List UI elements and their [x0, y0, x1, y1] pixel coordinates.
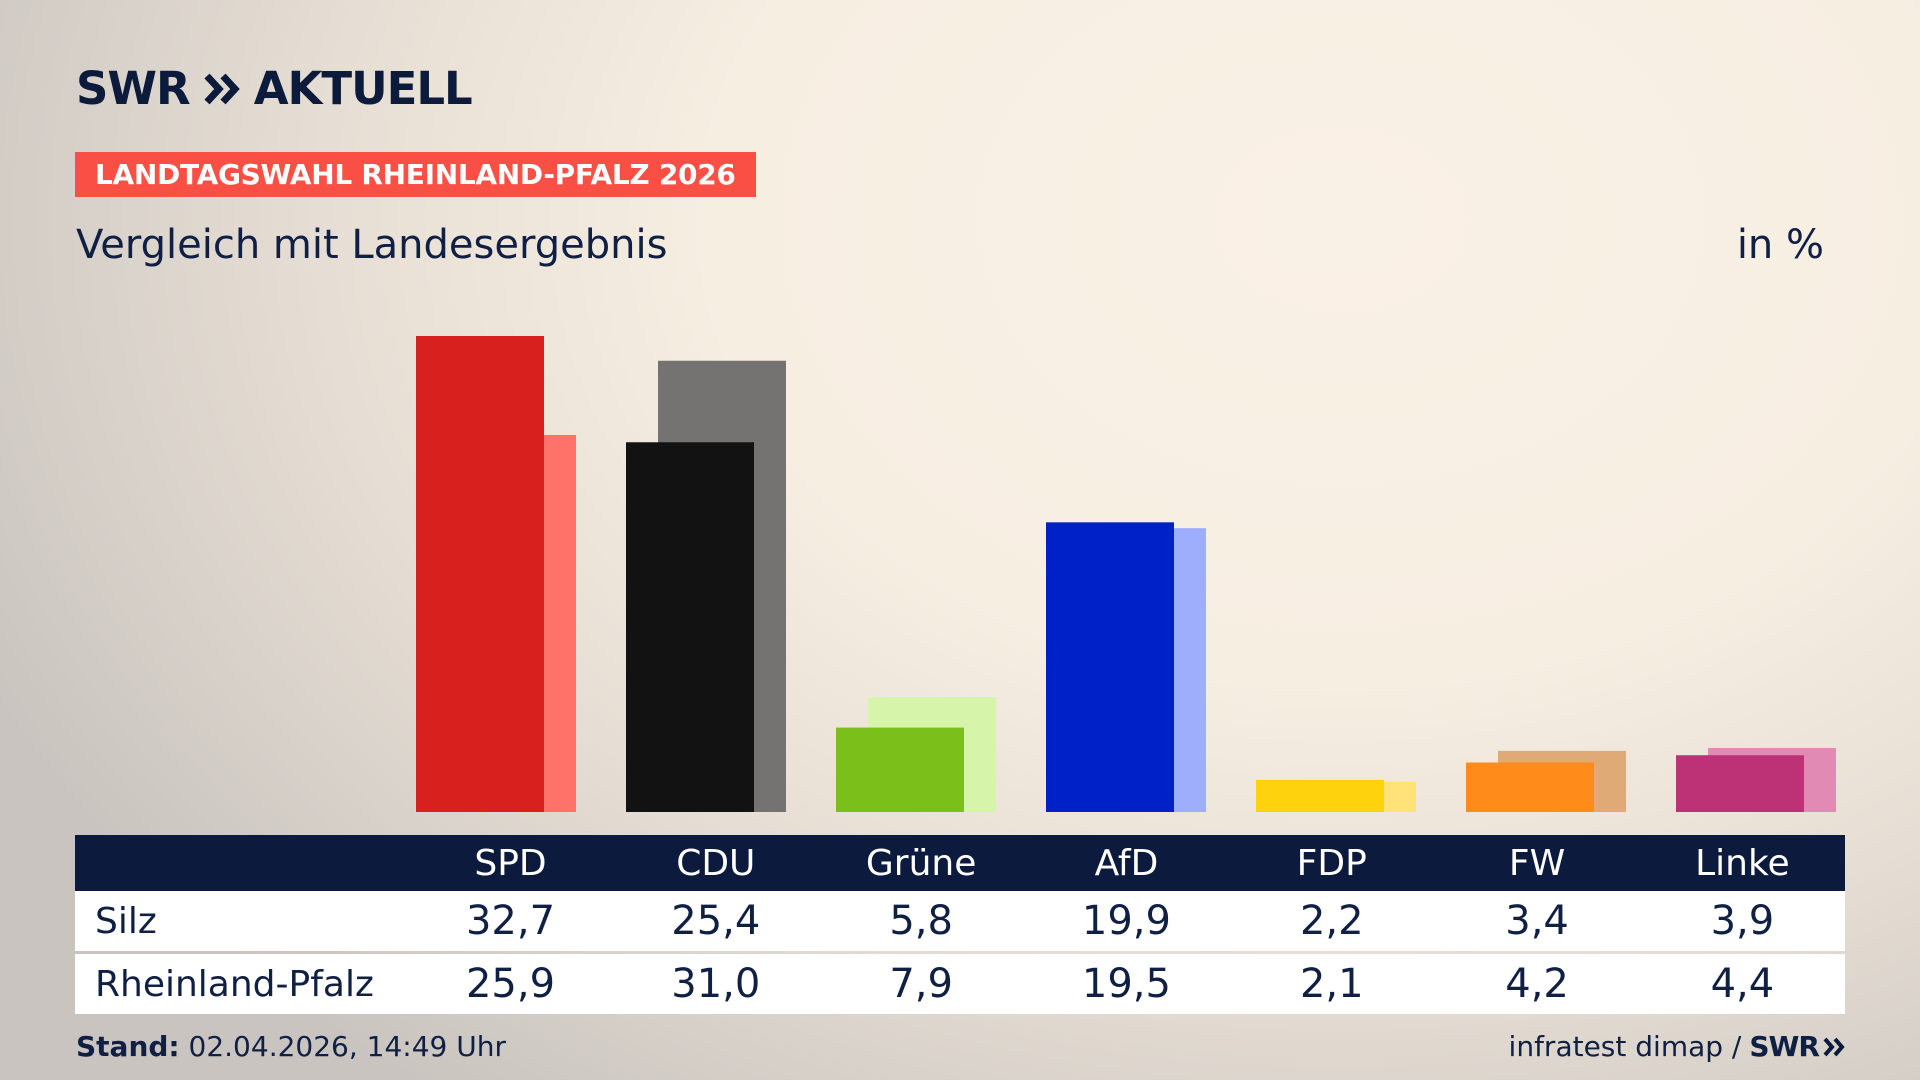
header-party-linke: Linke [1695, 842, 1790, 884]
row-label: Rheinland-Pfalz [95, 963, 374, 1005]
table-row-silz: Silz 32,7 25,4 5,8 19,9 2,2 3,4 3,9 [75, 891, 1845, 951]
bar-cdu-local [626, 442, 754, 812]
results-table: SPD CDU Grüne AfD FDP FW Linke Silz 32,7… [75, 835, 1845, 1014]
header-party-afd: AfD [1094, 842, 1159, 884]
value-cell: 31,0 [671, 961, 761, 1007]
table-row-rheinland-pfalz: Rheinland-Pfalz 25,9 31,0 7,9 19,5 2,1 4… [75, 954, 1845, 1014]
value-cell: 5,8 [889, 898, 953, 944]
election-topic-label: LANDTAGSWAHL RHEINLAND-PFALZ 2026 [75, 152, 756, 197]
bar-linke-local [1676, 755, 1804, 812]
bar-chart [416, 336, 1836, 812]
value-cell: 2,1 [1299, 961, 1364, 1007]
value-cell: 3,9 [1710, 898, 1775, 944]
logo-swr-text: SWR [76, 62, 191, 115]
value-cell: 7,9 [889, 961, 953, 1007]
timestamp: Stand: 02.04.2026, 14:49 Uhr [76, 1030, 506, 1063]
footer-logo-text: SWR [1749, 1030, 1820, 1063]
value-cell: 25,9 [465, 961, 556, 1007]
value-cell: 4,2 [1505, 961, 1569, 1007]
unit-label: in % [1736, 222, 1824, 268]
double-chevron-icon [204, 72, 240, 106]
source-text: infratest dimap / [1508, 1030, 1742, 1063]
swr-aktuell-logo: SWR AKTUELL [76, 62, 473, 115]
value-cell: 19,5 [1081, 961, 1171, 1007]
bar-gruene-local [836, 727, 964, 812]
header-party-fdp: FDP [1296, 842, 1367, 884]
value-cell: 4,4 [1710, 961, 1775, 1007]
header-party-fw: FW [1508, 842, 1566, 884]
bar-spd-local [416, 336, 544, 812]
value-cell: 2,2 [1299, 898, 1364, 944]
row-label: Silz [95, 900, 157, 942]
footer-chevron-icon [1823, 1037, 1845, 1056]
bar-fw-local [1466, 762, 1594, 812]
table-header-row: SPD CDU Grüne AfD FDP FW Linke [75, 835, 1845, 891]
value-cell: 32,7 [465, 898, 556, 944]
value-cell: 19,9 [1081, 898, 1171, 944]
stand-value: 02.04.2026, 14:49 Uhr [188, 1030, 506, 1063]
chart-subtitle: Vergleich mit Landesergebnis [76, 222, 668, 268]
bar-fdp-local [1256, 779, 1384, 812]
source-credit: infratest dimap / SWR [1509, 1030, 1845, 1063]
header-party-gruene: Grüne [865, 842, 977, 884]
header-party-spd: SPD [474, 842, 547, 884]
header-party-cdu: CDU [676, 842, 756, 884]
stand-label: Stand: [76, 1030, 180, 1063]
value-cell: 25,4 [671, 898, 761, 944]
logo-aktuell-text: AKTUELL [253, 62, 473, 115]
value-cell: 3,4 [1505, 898, 1569, 944]
bar-afd-local [1046, 522, 1174, 812]
footer-swr-logo: SWR [1749, 1030, 1845, 1063]
